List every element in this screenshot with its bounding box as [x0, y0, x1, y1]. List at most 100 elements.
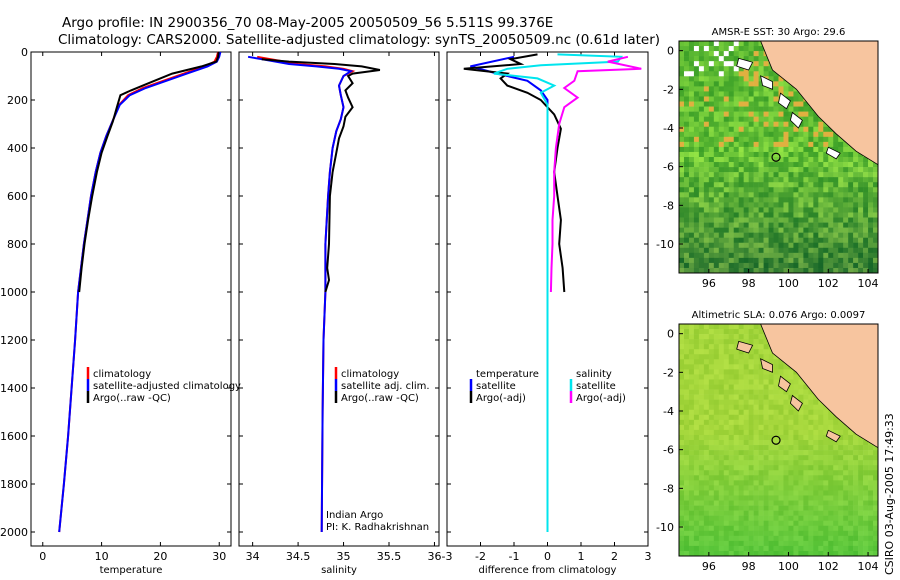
- sla_map-cell: [828, 525, 834, 532]
- sst_map-cell: [708, 66, 715, 72]
- sst_map-cell: [873, 232, 879, 238]
- sla_map-cell: [848, 470, 854, 476]
- sla_map-cell: [688, 550, 695, 557]
- sla_map-cell: [773, 465, 779, 471]
- sla_map-cell: [833, 540, 839, 547]
- sla_map-cell: [713, 550, 720, 557]
- sst_map-cell: [873, 242, 879, 249]
- sst_map-cell: [813, 151, 819, 158]
- sla_map-cell: [723, 545, 730, 552]
- sst_map-cell: [728, 111, 735, 117]
- sla_map-cell: [708, 500, 715, 506]
- sst_map-cell: [788, 247, 794, 254]
- sla_map-cell: [773, 450, 779, 456]
- sla_map-cell: [723, 485, 730, 491]
- sla_map-cell: [703, 339, 710, 345]
- sla_map-cell: [703, 475, 710, 481]
- sla_map-cell: [773, 399, 779, 405]
- sla_map-cell: [718, 399, 725, 405]
- sst_map-cell: [783, 151, 789, 158]
- sla_map-cell: [683, 429, 690, 436]
- sla_map-island: [789, 394, 803, 412]
- sla_map-cell: [758, 364, 764, 370]
- sla_map-cell: [708, 505, 715, 511]
- sla_map-cell: [723, 515, 730, 521]
- sst_map-cell: [679, 81, 685, 87]
- sla_map-cell: [743, 520, 749, 527]
- sla_map-cell: [728, 510, 735, 516]
- sla_map-cell: [823, 505, 829, 511]
- sst_map-cell: [803, 106, 809, 112]
- sst_map-cell: [863, 257, 869, 264]
- sst_map-cell: [728, 41, 735, 47]
- sst_map-cell: [728, 182, 735, 188]
- sla_map-cell: [723, 324, 730, 330]
- sla_map-cell: [679, 525, 685, 532]
- sst_map-cell: [758, 61, 764, 67]
- sla_map-cell: [679, 334, 685, 340]
- sst_map-cell: [748, 96, 754, 102]
- sla_map-cell: [773, 445, 779, 451]
- sla_map-cell: [733, 399, 739, 405]
- sst_map-cell: [763, 61, 769, 67]
- sst_map-cell: [798, 172, 804, 178]
- sst_map-cell: [713, 151, 720, 158]
- sst_map-cell: [833, 257, 839, 264]
- sst_map-cell: [688, 56, 695, 62]
- sla_map-cell: [758, 505, 764, 511]
- sst_map-cell: [848, 172, 854, 178]
- sst_map-xtick-label: 102: [818, 277, 839, 290]
- sst_map-cell: [808, 182, 814, 188]
- sst_map-cell: [793, 202, 799, 208]
- sla_map-cell: [693, 429, 700, 436]
- sla_map-cell: [743, 334, 749, 340]
- sla_map-cell: [693, 445, 700, 451]
- sla_map-cell: [708, 445, 715, 451]
- sla_map-cell: [813, 485, 819, 491]
- sla_map-cell: [703, 414, 710, 421]
- sst_map-cell: [723, 217, 730, 223]
- sst_map-cell: [843, 192, 849, 198]
- sst_map-cell: [728, 131, 735, 138]
- sst_map-cell: [753, 46, 759, 52]
- sla_map-cell: [778, 364, 784, 370]
- sla_map-cell: [833, 440, 839, 446]
- sla_map-cell: [693, 500, 700, 506]
- sst_map-cell: [703, 131, 710, 138]
- sst_map-cell: [718, 232, 725, 238]
- salinity-annotation-line1: Indian Argo: [326, 510, 383, 521]
- sst_map-cell: [838, 172, 844, 178]
- sst_map-cell: [679, 237, 685, 244]
- sst_map-cell: [698, 46, 705, 52]
- sst_map-cell: [733, 51, 739, 57]
- sla_map-cell: [768, 510, 774, 516]
- sla_map-cell: [733, 359, 739, 365]
- sst_map-cell: [808, 157, 814, 163]
- sla_map-cell: [838, 520, 844, 527]
- sst_map-cell: [688, 202, 695, 208]
- sla_map-cell: [873, 545, 879, 552]
- sst_map-cell: [688, 121, 695, 128]
- sla_map-cell: [763, 545, 769, 552]
- sst_map-cell: [713, 141, 720, 148]
- sla_map-cell: [788, 535, 794, 542]
- sst_map-cell: [768, 66, 774, 72]
- sst_map-cell: [748, 202, 754, 208]
- sst_map-cell: [683, 146, 690, 153]
- sst_map-cell: [773, 76, 779, 82]
- sst_map-cell: [713, 232, 720, 238]
- sla_map-cell: [703, 344, 710, 350]
- sla_map-cell: [713, 409, 720, 416]
- sst_map-cell: [813, 267, 819, 274]
- sst_map-cell: [708, 182, 715, 188]
- sst_map-cell: [848, 207, 854, 213]
- sst_map-cell: [848, 202, 854, 208]
- sst_map-cell: [858, 177, 864, 183]
- sla_map-cell: [733, 465, 739, 471]
- sla_map-cell: [768, 550, 774, 557]
- sst_map-cell: [728, 96, 735, 102]
- sla_map-cell: [708, 455, 715, 461]
- sst_map-cell: [683, 162, 690, 168]
- sst_map-cell: [823, 262, 829, 269]
- sst_map-cell: [848, 157, 854, 163]
